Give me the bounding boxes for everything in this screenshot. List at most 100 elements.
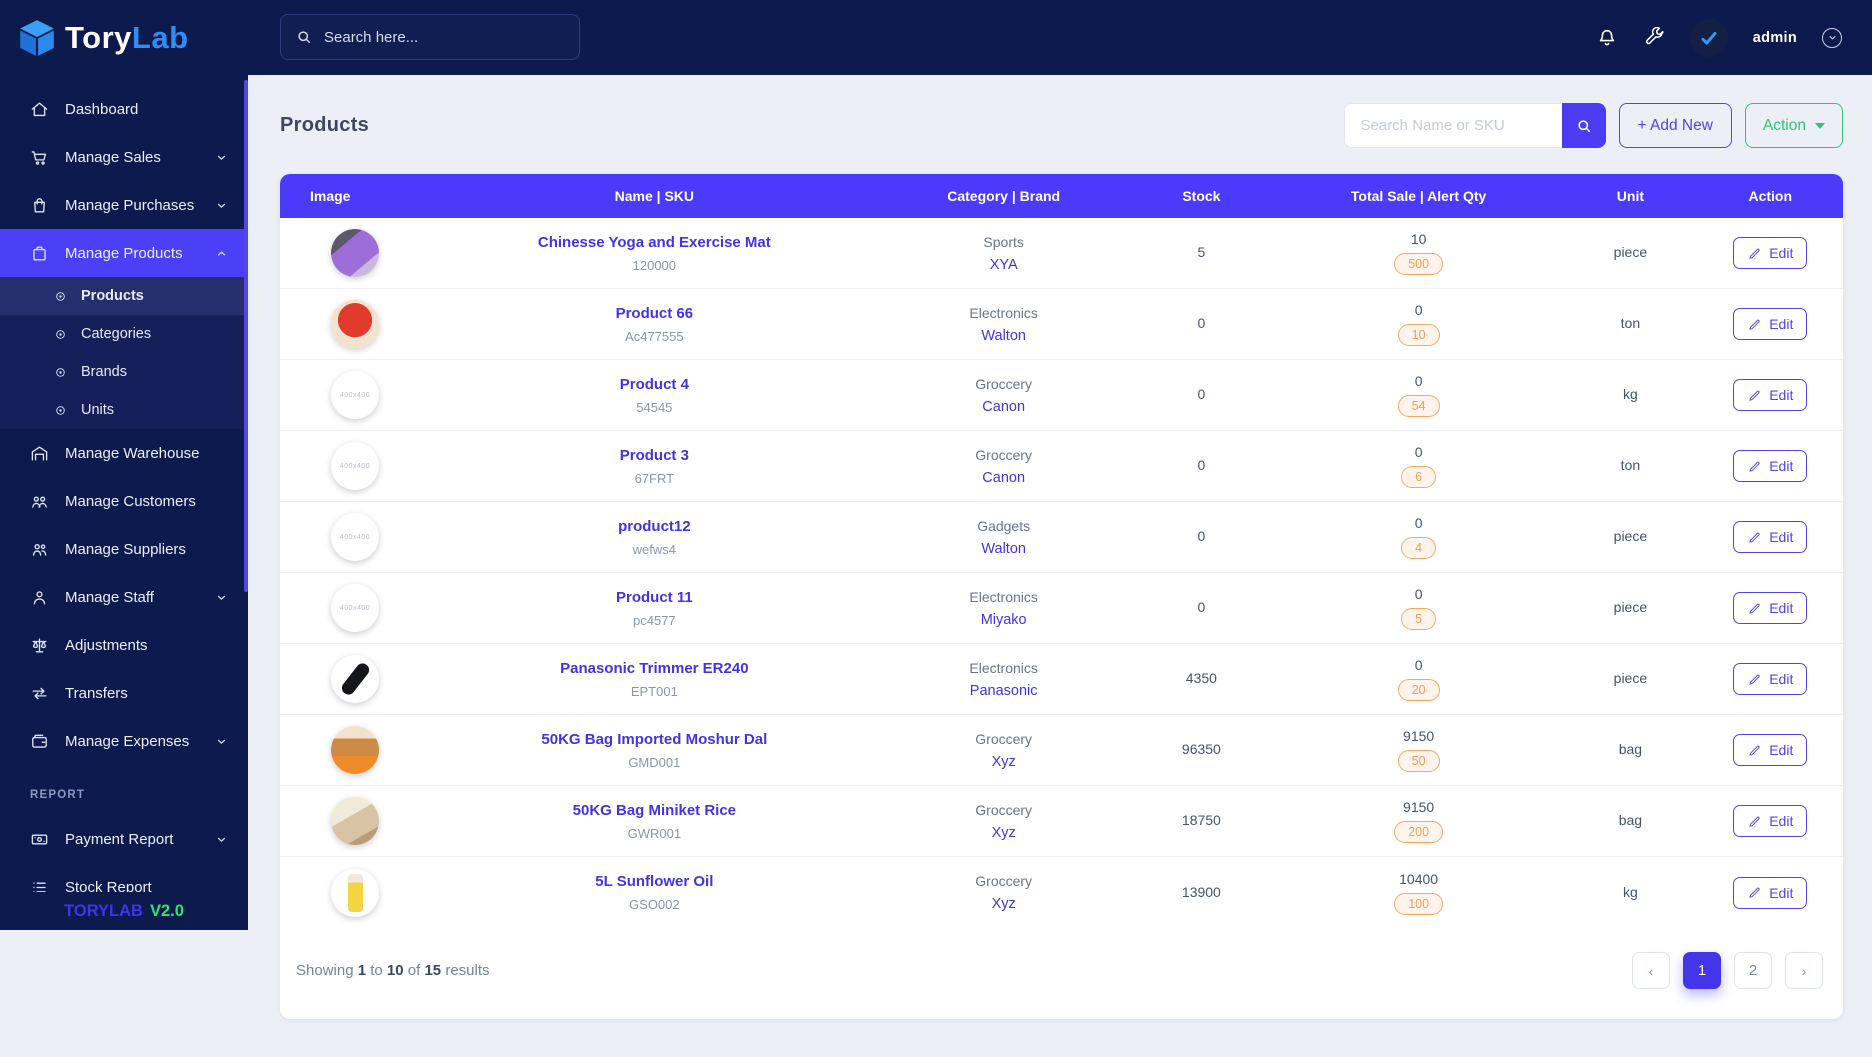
sidebar-item-adjustments[interactable]: Adjustments (0, 621, 248, 669)
product-search-input[interactable] (1343, 103, 1562, 148)
product-sku: wefws4 (632, 541, 677, 557)
sidebar-item-transfers[interactable]: Transfers (0, 669, 248, 717)
product-total-sale: 9150 (1403, 728, 1435, 744)
avatar[interactable] (1689, 18, 1728, 57)
sidebar-item-dashboard[interactable]: Dashboard (0, 85, 248, 133)
edit-button[interactable]: Edit (1733, 237, 1808, 269)
product-category: Electronics (969, 304, 1038, 321)
sidebar-item-stock-report[interactable]: Stock Report (0, 863, 248, 911)
product-brand-link[interactable]: Canon (982, 398, 1026, 415)
edit-button[interactable]: Edit (1733, 663, 1808, 695)
product-brand-link[interactable]: Walton (981, 540, 1026, 557)
sidebar-item-label: Manage Staff (65, 588, 154, 606)
sidebar-item-payment-report[interactable]: Payment Report (0, 815, 248, 863)
sidebar-item-manage-suppliers[interactable]: Manage Suppliers (0, 525, 248, 573)
global-search-input[interactable] (324, 28, 565, 46)
edit-button[interactable]: Edit (1733, 805, 1808, 837)
product-name-link[interactable]: 50KG Bag Miniket Rice (572, 801, 737, 819)
product-brand-link[interactable]: XYA (989, 256, 1018, 273)
pencil-icon (1747, 814, 1762, 829)
edit-button[interactable]: Edit (1733, 876, 1808, 909)
product-brand-link[interactable]: Xyz (991, 896, 1016, 912)
pagination-prev-button[interactable]: ‹ (1632, 952, 1670, 989)
sidebar-item-label: Manage Warehouse (65, 444, 200, 462)
alert-qty-badge: 500 (1394, 253, 1444, 275)
user-menu-chevron-icon[interactable] (1822, 27, 1842, 48)
pagination-next-button[interactable]: › (1785, 952, 1823, 989)
sidebar-item-manage-products[interactable]: Manage Products (0, 229, 248, 277)
dal-bag-photo (331, 726, 380, 774)
sidebar-item-manage-warehouse[interactable]: Manage Warehouse (0, 429, 248, 477)
settings-wrench-icon[interactable] (1643, 26, 1665, 49)
product-category: Groccery (975, 730, 1033, 747)
caret-down-icon (1815, 122, 1825, 129)
product-total-sale: 0 (1414, 515, 1423, 531)
pencil-icon (1747, 388, 1762, 403)
product-name-link[interactable]: product12 (618, 517, 691, 535)
product-name-link[interactable]: Product 66 (615, 304, 694, 322)
action-dropdown-button[interactable]: Action (1744, 103, 1843, 148)
product-unit: bag (1618, 812, 1643, 828)
product-brand-link[interactable]: Xyz (991, 753, 1016, 770)
product-name-link[interactable]: Product 11 (615, 588, 693, 606)
product-unit: piece (1613, 528, 1648, 544)
product-name-link[interactable]: 50KG Bag Imported Moshur Dal (541, 730, 768, 748)
product-sku: pc4577 (633, 612, 676, 628)
product-image-placeholder: 400x400 (331, 584, 380, 632)
alert-qty-badge: 20 (1397, 679, 1440, 701)
sidebar-scrollbar[interactable] (244, 80, 248, 592)
sidebar-item-manage-expenses[interactable]: Manage Expenses (0, 717, 248, 765)
column-header-totalsale-alertqty: Total Sale | Alert Qty (1350, 188, 1487, 204)
edit-button[interactable]: Edit (1733, 450, 1808, 482)
product-name-link[interactable]: 5L Sunflower Oil (595, 873, 714, 890)
edit-button[interactable]: Edit (1733, 521, 1808, 553)
column-header-category-brand: Category | Brand (947, 188, 1061, 204)
product-brand-link[interactable]: Xyz (991, 824, 1016, 841)
edit-button[interactable]: Edit (1733, 592, 1808, 624)
product-stock: 5 (1197, 244, 1206, 260)
product-total-sale: 0 (1414, 444, 1423, 460)
main-content: Products + Add New Action Image Name | S… (248, 75, 1872, 1057)
edit-button[interactable]: Edit (1733, 379, 1808, 411)
pagination-page-1-button[interactable]: 1 (1683, 952, 1721, 989)
add-new-button[interactable]: + Add New (1618, 103, 1732, 148)
product-name-link[interactable]: Chinesse Yoga and Exercise Mat (537, 233, 771, 251)
edit-button[interactable]: Edit (1733, 308, 1808, 340)
product-sku: EPT001 (630, 683, 678, 699)
alert-qty-badge: 5 (1401, 608, 1437, 630)
sidebar-item-manage-staff[interactable]: Manage Staff (0, 573, 248, 621)
chevron-down-icon (215, 199, 228, 212)
product-brand-link[interactable]: Walton (981, 327, 1026, 344)
table-row: 400x400 Product 3 67FRT Groccery Canon 0 0… (280, 431, 1843, 502)
sidebar-item-manage-sales[interactable]: Manage Sales (0, 133, 248, 181)
product-name-link[interactable]: Product 3 (619, 446, 689, 464)
product-brand-link[interactable]: Panasonic (969, 682, 1038, 699)
product-unit: bag (1618, 741, 1643, 757)
product-stock: 0 (1197, 599, 1206, 615)
notification-bell-icon[interactable] (1596, 27, 1618, 49)
column-header-unit: Unit (1616, 188, 1644, 204)
pencil-icon (1747, 530, 1762, 545)
edit-button[interactable]: Edit (1733, 734, 1808, 766)
sidebar-item-label: Products (81, 288, 144, 304)
product-category: Electronics (969, 588, 1038, 605)
sidebar-item-label: Manage Expenses (65, 732, 190, 750)
table-row: 400x400 Product 11 pc4577 Electronics Miya… (280, 573, 1843, 644)
column-header-name-sku: Name | SKU (614, 188, 695, 204)
pagination-page-2-button[interactable]: 2 (1734, 952, 1772, 989)
sidebar-item-categories[interactable]: Categories (0, 315, 248, 353)
customers-icon (30, 492, 49, 511)
product-name-link[interactable]: Product 4 (619, 375, 689, 393)
product-brand-link[interactable]: Miyako (980, 611, 1027, 628)
pencil-icon (1747, 601, 1762, 616)
username[interactable]: admin (1752, 29, 1797, 46)
sidebar-item-products[interactable]: Products (0, 277, 248, 315)
product-search-button[interactable] (1561, 103, 1606, 148)
product-name-link[interactable]: Panasonic Trimmer ER240 (560, 659, 749, 677)
logo[interactable]: ToryLab (0, 0, 248, 75)
sidebar-item-brands[interactable]: Brands (0, 353, 248, 391)
sidebar-item-manage-purchases[interactable]: Manage Purchases (0, 181, 248, 229)
sidebar-item-units[interactable]: Units (0, 391, 248, 429)
sidebar-item-manage-customers[interactable]: Manage Customers (0, 477, 248, 525)
product-brand-link[interactable]: Canon (982, 469, 1026, 486)
